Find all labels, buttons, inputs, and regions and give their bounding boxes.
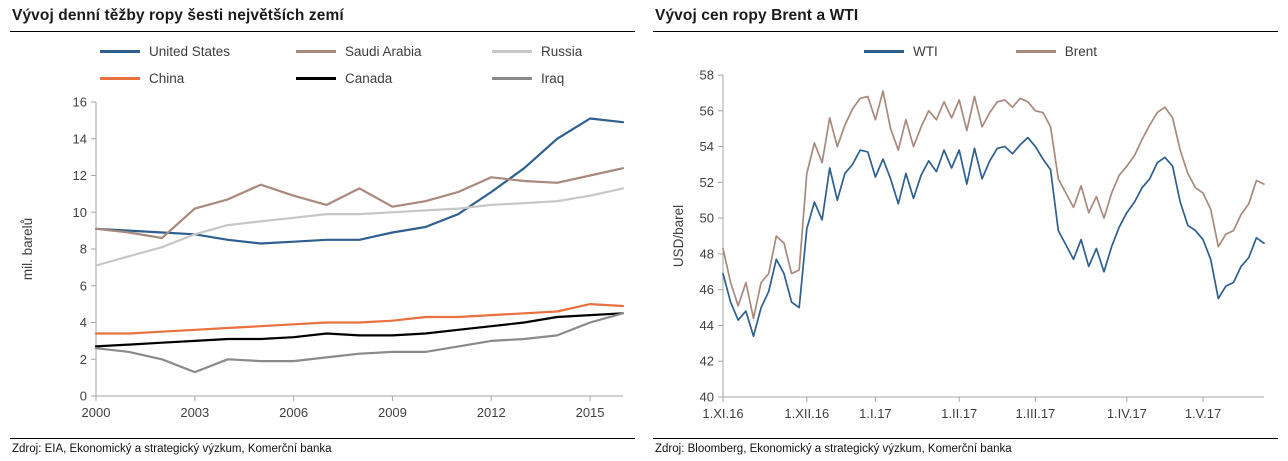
series-wti [722, 136, 1265, 338]
title-rule [10, 31, 635, 32]
series-china [94, 303, 625, 335]
legend-label: United States [149, 44, 231, 59]
y-tick-label: 52 [700, 175, 714, 190]
x-tick-label: 2000 [82, 405, 111, 420]
legend-item-iraq: Iraq [492, 71, 635, 86]
production-line-chart: 0 2 4 6 8 10 12 14 16 2000 2003 2006 2009 2012 2015 mil… [20, 95, 625, 420]
x-tick-label: 2009 [378, 405, 407, 420]
y-tick-label: 8 [80, 242, 87, 257]
chart-title-production: Vývoj denní těžby ropy šesti největších … [12, 7, 344, 24]
y-axis-label: USD/barel [671, 205, 686, 267]
series-brent [722, 90, 1265, 320]
legend-item-united-states: United States [100, 44, 296, 59]
y-tick-label: 16 [73, 95, 87, 110]
x-tick-label: 1.XI.16 [702, 406, 743, 421]
x-tick-label: 1.II.17 [941, 406, 977, 421]
legend-label: Brent [1064, 44, 1098, 59]
x-tick-label: 2003 [180, 405, 209, 420]
legend-item-russia: Russia [492, 44, 635, 59]
y-tick-label: 4 [80, 315, 87, 330]
x-tick-label: 1.IV.17 [1107, 406, 1147, 421]
legend-line-canada [296, 77, 336, 80]
y-axis-label: mil. barelů [20, 218, 35, 280]
panel-oil-production: Vývoj denní těžby ropy šesti největších … [10, 7, 635, 461]
series-iraq [94, 312, 625, 374]
y-tick-label: 42 [700, 354, 714, 369]
legend-label: Saudi Arabia [345, 44, 422, 59]
x-tick-label: 2015 [576, 405, 605, 420]
legend-label: Canada [345, 71, 393, 86]
x-tick-label: 2006 [279, 405, 308, 420]
series-russia [94, 187, 625, 267]
series-saudi-arabia [94, 167, 625, 240]
panel-oil-prices: Vývoj cen ropy Brent a WTI WTI Brent 40 42… [653, 7, 1278, 461]
prices-line-chart: 40 42 44 46 48 50 52 54 56 58 1.XI.16 1.XII.16 1.I.1… [671, 68, 1265, 421]
legend-label: Iraq [541, 71, 565, 86]
y-tick-label: 58 [700, 68, 714, 83]
legend-item-brent: Brent [1015, 44, 1098, 59]
y-tick-label: 48 [700, 246, 714, 261]
series-canada [94, 312, 625, 348]
legend-line-china [100, 77, 140, 80]
y-tick-label: 56 [700, 103, 714, 118]
x-tick-label: 1.I.17 [859, 406, 892, 421]
x-tick-label: 2012 [477, 405, 506, 420]
chart-title-prices: Vývoj cen ropy Brent a WTI [655, 7, 859, 24]
y-tick-label: 40 [700, 390, 714, 405]
y-tick-label: 6 [80, 278, 87, 293]
y-tick-label: 54 [700, 139, 714, 154]
legend-label: WTI [912, 44, 938, 59]
legend-prices: WTI Brent [683, 44, 1278, 59]
y-tick-label: 2 [80, 352, 87, 367]
x-tick-label: 1.V.17 [1185, 406, 1221, 421]
series-united-states [94, 117, 625, 245]
y-tick-label: 44 [700, 318, 714, 333]
y-tick-label: 0 [80, 389, 87, 404]
y-tick-label: 10 [73, 205, 87, 220]
legend-line-brent [1015, 50, 1056, 53]
legend-line-russia [492, 50, 532, 53]
y-tick-label: 12 [73, 168, 87, 183]
legend-line-wti [863, 50, 904, 53]
legend-label: Russia [541, 44, 583, 59]
legend-label: China [149, 71, 185, 86]
source-note-prices: Zdroj: Bloomberg, Ekonomický a strategic… [653, 438, 1278, 461]
legend-item-canada: Canada [296, 71, 492, 86]
legend-line-united-states [100, 50, 140, 53]
title-rule [653, 31, 1278, 32]
y-tick-label: 14 [73, 131, 87, 146]
source-note-production: Zdroj: EIA, Ekonomický a strategický výz… [10, 438, 635, 461]
x-tick-label: 1.III.17 [1016, 406, 1056, 421]
y-tick-label: 50 [700, 211, 714, 226]
legend-item-wti: WTI [863, 44, 938, 59]
legend-line-iraq [492, 77, 532, 80]
legend-item-china: China [100, 71, 296, 86]
legend-line-saudi-arabia [296, 50, 336, 53]
legend-production: United States Saudi Arabia Russia China Cana… [100, 44, 635, 86]
x-tick-label: 1.XII.16 [784, 406, 829, 421]
y-tick-label: 46 [700, 282, 714, 297]
legend-item-saudi-arabia: Saudi Arabia [296, 44, 492, 59]
